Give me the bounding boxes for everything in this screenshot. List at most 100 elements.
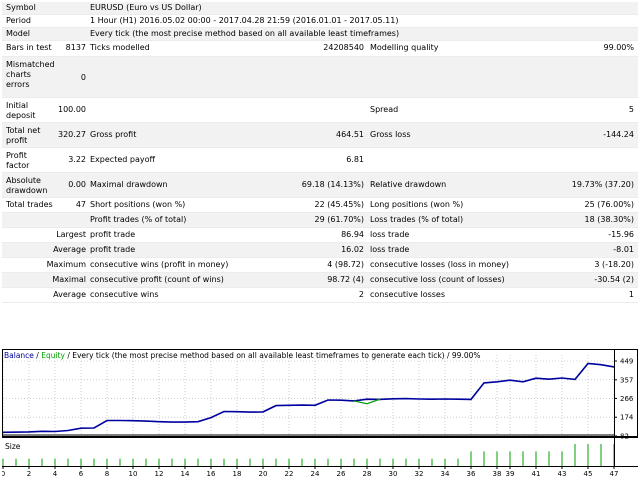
average-profit-value: 16.02: [341, 245, 364, 254]
row-deposit: Initial deposit 100.00 Spread 5: [2, 98, 638, 123]
row-mismatched: Mismatched charts errors 0: [2, 57, 638, 98]
chart-legend: Balance / Equity / Every tick (the most …: [4, 351, 481, 360]
x-tick-label: 47: [610, 470, 619, 478]
row-bars: Bars in test 8137 Ticks modelled 2420854…: [2, 41, 638, 57]
x-tick-label: 41: [532, 470, 541, 478]
chart-background: [2, 349, 638, 478]
model-value: Every tick (the most precise method base…: [90, 29, 400, 38]
legend-equity: Equity: [41, 351, 65, 360]
maximum-label: Maximum: [46, 260, 86, 269]
legend-desc: / Every tick (the most precise method ba…: [65, 351, 481, 360]
x-tick-label: 2: [27, 470, 31, 478]
x-tick-label: 30: [389, 470, 398, 478]
gross-profit-label: Gross profit: [90, 130, 137, 139]
row-net-profit: Total net profit 320.27 Gross profit 464…: [2, 123, 638, 148]
spread-value: 5: [628, 105, 634, 114]
max-dd-label: Maximal drawdown: [90, 180, 168, 189]
y-tick-label: 266: [620, 395, 634, 403]
ticks-label: Ticks modelled: [90, 43, 150, 52]
largest-loss-value: -15.96: [608, 230, 634, 239]
x-tick-label: 36: [467, 470, 476, 478]
maximal-profit-label: consecutive profit (count of wins): [90, 275, 224, 284]
balance-chart: 449 357 266 174 82 0 2 4 6 8 10 12 14 16 18 20 22 24 26 28 3…: [1, 349, 638, 478]
bars-value: 8137: [65, 43, 86, 52]
x-tick-label: 39: [506, 470, 515, 478]
x-tick-label: 22: [285, 470, 294, 478]
gross-loss-label: Gross loss: [370, 130, 411, 139]
x-tick-label: 18: [233, 470, 242, 478]
row-total-trades: Total trades 47 Short positions (won %) …: [2, 198, 638, 213]
short-label: Short positions (won %): [90, 200, 186, 209]
profit-trades-value: 29 (61.70%): [314, 215, 364, 224]
abs-dd-value: 0.00: [68, 180, 86, 189]
quality-value: 99.00%: [603, 43, 634, 52]
row-symbol: Symbol EURUSD (Euro vs US Dollar): [2, 2, 638, 15]
mismatched-value: 0: [80, 73, 86, 82]
legend-balance: Balance: [4, 351, 34, 360]
row-period: Period 1 Hour (H1) 2016.05.02 00:00 - 20…: [2, 15, 638, 28]
maximal-loss-label: consecutive loss (count of losses): [370, 275, 505, 284]
average-loss-label: loss trade: [370, 245, 410, 254]
abs-dd-label: Absolute drawdown: [6, 176, 48, 195]
main-panel-frame: [2, 349, 638, 437]
row-profit-trades: Profit trades (% of total) 29 (61.70%) L…: [2, 213, 638, 228]
x-tick-label: 20: [259, 470, 268, 478]
y-tick-label: 357: [620, 376, 633, 384]
period-label: Period: [6, 16, 31, 25]
largest-label: Largest: [56, 230, 86, 239]
average-label: Average: [53, 245, 86, 254]
balance-line: [2, 362, 615, 434]
loss-trades-label: Loss trades (% of total): [370, 215, 464, 224]
profit-factor-label: Profit factor: [6, 151, 30, 170]
y-tick-label: 449: [620, 358, 633, 366]
size-label: Size: [5, 442, 21, 451]
gross-loss-value: -144.24: [603, 130, 634, 139]
x-tick-label: 38: [493, 470, 502, 478]
row-avg-consecutive: Average consecutive wins 2 consecutive l…: [2, 288, 638, 303]
x-tick-label: 34: [441, 470, 450, 478]
deposit-value: 100.00: [58, 105, 86, 114]
x-tick-label: 45: [584, 470, 593, 478]
max-losses-label: consecutive losses (loss in money): [370, 260, 510, 269]
largest-profit-value: 86.94: [341, 230, 364, 239]
ticks-value: 24208540: [323, 43, 364, 52]
avg-losses-label: consecutive losses: [370, 290, 446, 299]
spread-label: Spread: [370, 105, 399, 114]
max-wins-label: consecutive wins (profit in money): [90, 260, 229, 269]
avg-wins-value: 2: [358, 290, 364, 299]
avg-losses-value: 1: [628, 290, 634, 299]
long-label: Long positions (won %): [370, 200, 464, 209]
x-tick-label: 26: [337, 470, 346, 478]
x-tick-label: 6: [79, 470, 84, 478]
symbol-label: Symbol: [6, 3, 36, 12]
model-label: Model: [6, 29, 31, 38]
deposit-label: Initial deposit: [6, 101, 36, 120]
maximal-loss-value: -30.54 (2): [594, 275, 634, 284]
equity-line: [353, 398, 381, 405]
max-dd-value: 69.18 (14.13%): [301, 180, 364, 189]
largest-profit-label: profit trade: [90, 230, 136, 239]
expected-payoff-value: 6.81: [346, 155, 364, 164]
report-table: Symbol EURUSD (Euro vs US Dollar) Period…: [2, 2, 638, 303]
largest-loss-label: loss trade: [370, 230, 410, 239]
rel-dd-value: 19.73% (37.20): [571, 180, 634, 189]
symbol-value: EURUSD (Euro vs US Dollar): [90, 3, 202, 12]
row-profit-factor: Profit factor 3.22 Expected payoff 6.81: [2, 148, 638, 173]
long-value: 25 (76.00%): [584, 200, 634, 209]
x-tick-label: 10: [129, 470, 138, 478]
maximal-profit-value: 98.72 (4): [327, 275, 364, 284]
expected-payoff-label: Expected payoff: [90, 155, 155, 164]
profit-factor-value: 3.22: [68, 155, 86, 164]
x-tick-label: 12: [155, 470, 164, 478]
net-profit-value: 320.27: [58, 130, 86, 139]
average-profit-label: profit trade: [90, 245, 136, 254]
row-largest: Largest profit trade 86.94 loss trade -1…: [2, 228, 638, 243]
mismatched-label: Mismatched charts errors: [6, 60, 55, 89]
x-tick-label: 0: [2, 470, 5, 478]
x-tick-label: 32: [415, 470, 424, 478]
avg-label: Average: [53, 290, 86, 299]
x-tick-label: 24: [311, 470, 320, 478]
y-tick-label: 174: [620, 414, 634, 422]
